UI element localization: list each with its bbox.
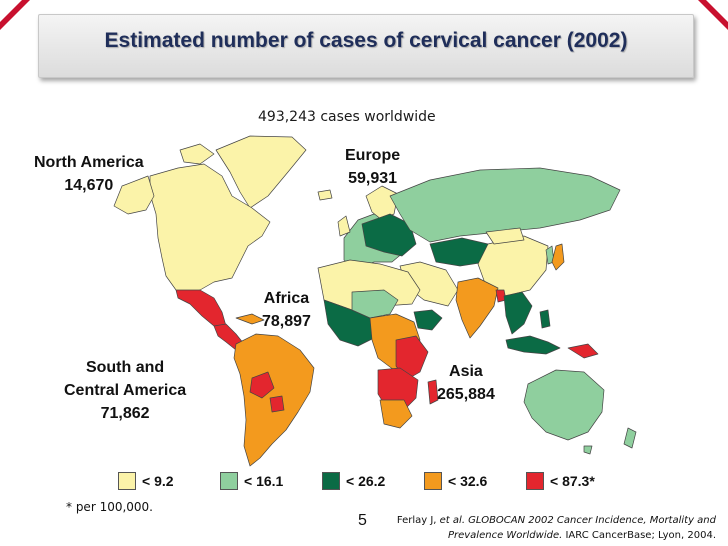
bolivia xyxy=(249,371,275,399)
corner-stripe-left xyxy=(0,0,30,30)
citation-et-al: et al. xyxy=(439,515,465,526)
china xyxy=(477,235,549,297)
north-america-name: North America xyxy=(34,154,144,171)
russia xyxy=(389,167,621,243)
alaska xyxy=(113,175,155,215)
citation-title-line2: Prevalence Worldwide. xyxy=(447,530,563,541)
legend-item-2: < 16.1 xyxy=(220,470,283,492)
legend-swatch xyxy=(424,472,442,490)
asia-name: Asia xyxy=(449,363,483,380)
east-africa xyxy=(395,335,429,381)
new-zealand xyxy=(623,427,637,449)
eastern-europe xyxy=(361,213,417,257)
caribbean xyxy=(235,313,265,325)
slide-title: Estimated number of cases of cervical ca… xyxy=(104,29,628,52)
horn-of-africa xyxy=(413,309,443,331)
mongolia xyxy=(485,227,525,245)
sahel xyxy=(351,289,399,319)
page-number: 5 xyxy=(358,512,367,529)
greenland xyxy=(215,135,307,209)
legend-item-1: < 9.2 xyxy=(118,470,174,492)
total-cases-subtitle: 493,243 cases worldwide xyxy=(258,109,436,125)
map-legend: < 9.2 < 16.1 < 26.2 < 32.6 < 87.3* xyxy=(0,470,728,492)
legend-label: < 26.2 xyxy=(346,473,386,489)
mexico xyxy=(175,289,227,327)
arctic-islands xyxy=(179,143,215,165)
tasmania xyxy=(583,445,593,455)
legend-label: < 32.6 xyxy=(448,473,488,489)
legend-item-4: < 32.6 xyxy=(424,470,487,492)
legend-label: < 87.3* xyxy=(550,473,595,489)
corner-stripe-right xyxy=(698,0,728,30)
citation-title-line1: GLOBOCAN 2002 Cancer Incidence, Mortalit… xyxy=(465,515,716,526)
label-europe: Europe 59,931 xyxy=(345,144,400,190)
legend-label: < 9.2 xyxy=(142,473,174,489)
label-asia: Asia 265,884 xyxy=(437,360,495,406)
uk xyxy=(337,215,351,237)
philippines xyxy=(539,309,551,329)
citation-authors: Ferlay J, xyxy=(396,515,440,526)
footnote: * per 100,000. xyxy=(66,500,153,514)
label-south-central-america: South and Central America 71,862 xyxy=(64,356,186,425)
australia xyxy=(523,369,605,441)
legend-swatch xyxy=(322,472,340,490)
africa-name: Africa xyxy=(263,290,310,307)
southeast-asia xyxy=(503,291,533,335)
legend-item-5: < 87.3* xyxy=(526,470,595,492)
indonesia xyxy=(505,335,561,355)
scandinavia xyxy=(365,185,399,221)
iceland xyxy=(317,189,333,201)
south-central-america-cases: 71,862 xyxy=(100,405,150,422)
legend-swatch xyxy=(526,472,544,490)
europe-name: Europe xyxy=(345,147,401,164)
label-africa: Africa 78,897 xyxy=(262,287,311,333)
africa-cases: 78,897 xyxy=(262,313,311,330)
madagascar xyxy=(427,379,439,405)
asia-cases: 265,884 xyxy=(437,386,495,403)
papua-new-guinea xyxy=(567,343,599,359)
south-central-america-name-line1: South and xyxy=(85,359,165,376)
south-africa xyxy=(379,399,413,429)
title-bar: Estimated number of cases of cervical ca… xyxy=(38,14,694,78)
legend-swatch xyxy=(118,472,136,490)
legend-item-3: < 26.2 xyxy=(322,470,385,492)
citation: Ferlay J, et al. GLOBOCAN 2002 Cancer In… xyxy=(396,513,716,543)
label-north-america: North America 14,670 xyxy=(34,151,144,197)
citation-publisher: IARC CancerBase; Lyon, 2004. xyxy=(562,530,716,541)
southern-africa xyxy=(377,367,419,411)
legend-swatch xyxy=(220,472,238,490)
japan xyxy=(551,243,565,271)
north-america-cases: 14,670 xyxy=(64,177,114,194)
europe-cases: 59,931 xyxy=(348,170,398,187)
north-america xyxy=(149,163,271,297)
paraguay xyxy=(269,395,285,413)
india xyxy=(455,277,499,339)
south-central-america-name-line2: Central America xyxy=(64,382,187,399)
legend-label: < 16.1 xyxy=(244,473,284,489)
